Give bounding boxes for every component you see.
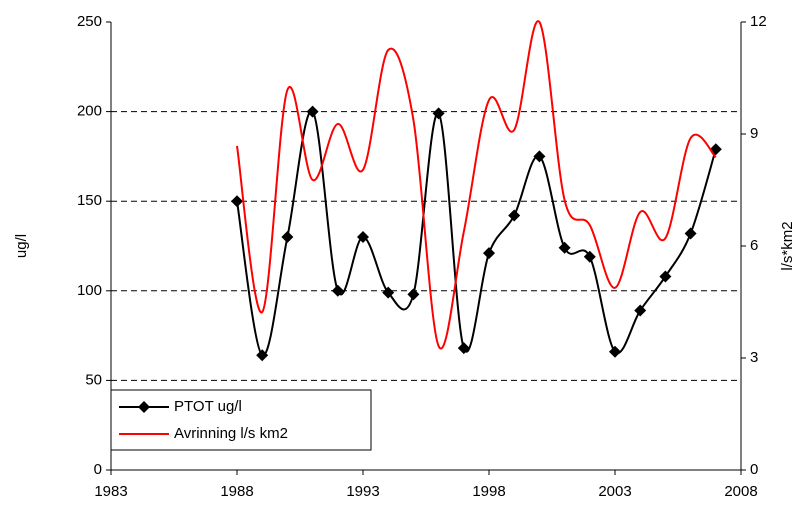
marker <box>583 250 596 263</box>
x-tick-label: 2008 <box>724 483 757 500</box>
y2-tick-label: 12 <box>750 13 767 30</box>
marker <box>382 286 395 299</box>
marker <box>407 288 420 301</box>
marker <box>357 231 369 244</box>
marker <box>684 227 697 240</box>
legend <box>110 389 372 451</box>
legend-marker <box>138 401 150 413</box>
y2-axis-label: l/s*km2 <box>779 221 796 270</box>
y-axis-label: ug/l <box>13 234 30 258</box>
y2-tick-label: 3 <box>750 349 758 366</box>
y-tick-label: 100 <box>77 282 102 299</box>
x-tick-label: 1998 <box>472 483 505 500</box>
series-line <box>236 110 717 357</box>
marker <box>533 150 546 163</box>
y2-tick-label: 6 <box>750 237 758 254</box>
marker <box>634 304 647 317</box>
legend-label: PTOT ug/l <box>174 398 242 415</box>
marker <box>558 241 571 254</box>
marker <box>281 231 294 244</box>
marker <box>331 284 344 297</box>
y-tick-label: 150 <box>77 192 102 209</box>
series-line <box>236 20 717 350</box>
x-tick-label: 1983 <box>94 483 127 500</box>
x-tick-label: 2003 <box>598 483 631 500</box>
marker <box>709 143 722 156</box>
x-tick-label: 1993 <box>346 483 379 500</box>
y2-tick-label: 0 <box>750 461 758 478</box>
marker <box>306 105 319 118</box>
y2-tick-label: 9 <box>750 125 758 142</box>
marker <box>231 195 243 208</box>
marker <box>609 345 621 358</box>
y-tick-label: 200 <box>77 103 102 120</box>
y-tick-label: 0 <box>94 461 102 478</box>
x-tick-label: 1988 <box>220 483 253 500</box>
legend-label: Avrinning l/s km2 <box>174 425 288 442</box>
marker <box>457 342 470 355</box>
y-tick-label: 50 <box>85 371 102 388</box>
marker <box>508 209 521 222</box>
marker <box>432 107 445 120</box>
marker <box>256 349 269 362</box>
marker <box>659 270 672 283</box>
y-tick-label: 250 <box>77 13 102 30</box>
marker <box>483 247 495 260</box>
